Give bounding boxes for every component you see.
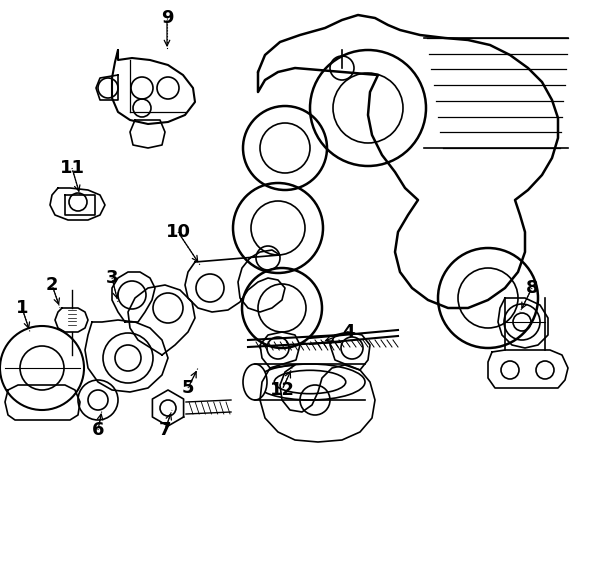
Text: 10: 10 — [166, 223, 191, 241]
Text: 3: 3 — [106, 269, 118, 287]
Text: 4: 4 — [342, 323, 354, 341]
Text: 12: 12 — [269, 381, 294, 399]
Text: 7: 7 — [159, 421, 171, 439]
Text: 9: 9 — [161, 9, 173, 27]
Text: 1: 1 — [16, 299, 28, 317]
Text: 11: 11 — [60, 159, 85, 177]
Ellipse shape — [243, 364, 267, 400]
Text: 5: 5 — [182, 379, 194, 397]
Text: 2: 2 — [46, 276, 58, 294]
Text: 6: 6 — [92, 421, 104, 439]
Text: 8: 8 — [526, 279, 538, 297]
